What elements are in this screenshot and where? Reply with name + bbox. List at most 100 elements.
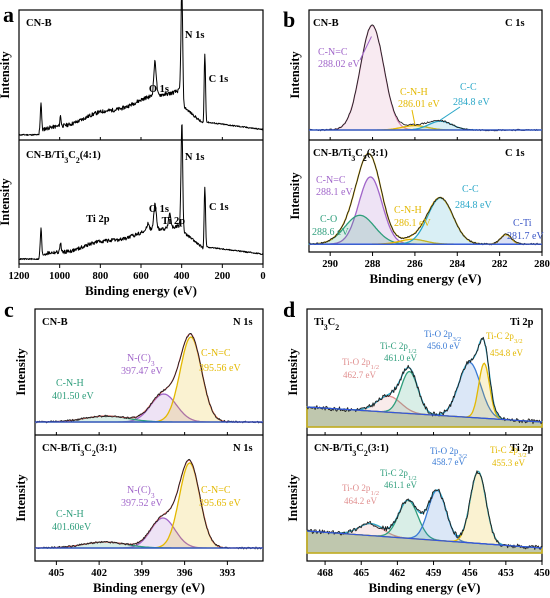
peak-value: 456.0 eV (427, 341, 460, 351)
x-tick-label: 1200 (9, 271, 30, 282)
sample-label: Ti3C2 (314, 317, 339, 332)
peak-label: O 1s (149, 84, 169, 95)
peak-label: C-N-H (394, 205, 422, 216)
x-tick-label: 456 (462, 568, 478, 579)
region-label: C 1s (505, 148, 525, 159)
peak-value: 288.02 eV (318, 59, 360, 70)
x-tick-label: 200 (214, 271, 230, 282)
x-tick-label: 282 (492, 259, 508, 270)
peak-value: 401.50 eV (52, 391, 94, 402)
peak-label: Ti-C 2p3/2 (490, 445, 527, 459)
x-tick-label: 450 (534, 568, 550, 579)
x-tick-label: 600 (133, 271, 149, 282)
peak-label: Ti 2p (86, 214, 110, 225)
x-tick-label: 402 (91, 568, 107, 579)
region-label: Ti 2p (510, 443, 534, 454)
spectra-curves (18, 0, 543, 554)
x-tick-label: 284 (449, 259, 466, 270)
background-line (306, 530, 543, 549)
axes-frame (308, 9, 543, 253)
x-axis-label: Binding energy (eV) (370, 271, 482, 286)
panel-letter: c (4, 297, 14, 322)
x-tick-label: 280 (534, 259, 550, 270)
peak-value: 288.6 eV (312, 227, 349, 238)
x-tick-label: 459 (426, 568, 442, 579)
x-tick-label: 468 (317, 568, 333, 579)
survey-spectrum (18, 0, 264, 136)
x-tick-label: 800 (92, 271, 108, 282)
peak-label: C-N=C (316, 175, 346, 186)
x-tick-label: 453 (498, 568, 514, 579)
sample-label: CN-B/Ti3C2(4:1) (26, 150, 101, 165)
peak-label: Ti-O 2p3/2 (424, 329, 461, 343)
peak-label: C 1s (209, 74, 229, 85)
raw-spectrum (34, 458, 264, 550)
raw-spectrum (308, 152, 543, 246)
raw-spectrum (308, 24, 543, 132)
peak-value: 395.65 eV (199, 498, 241, 509)
sample-label: CN-B/Ti3C2(3:1) (42, 443, 117, 458)
peak-label: Ti-O 2p3/2 (430, 446, 467, 460)
x-tick-label: 399 (134, 568, 150, 579)
peak-label: C-C (460, 82, 477, 93)
peak-value: 461.0 eV (384, 353, 417, 363)
x-tick-label: 1000 (49, 271, 70, 282)
x-tick-label: 396 (177, 568, 193, 579)
peak-value: 286.01 eV (398, 99, 440, 110)
peak-value: 397.47 eV (121, 366, 163, 377)
peak-label: C-O (320, 214, 337, 225)
peak-label: C-N=C (318, 47, 348, 58)
peak-value: 464.2 eV (344, 496, 377, 506)
sample-label: CN-B/Ti3C2(3:1) (314, 443, 389, 458)
peak-value: 286.1 eV (394, 218, 431, 229)
region-label: Ti 2p (510, 317, 534, 328)
x-tick-label: 393 (220, 568, 236, 579)
peak-label: N 1s (185, 30, 205, 41)
peak-label: Ti-C 2p1/2 (380, 468, 417, 482)
peak-label: C-N=C (201, 348, 231, 359)
peak-label: C-N-H (400, 87, 428, 98)
peak-label: Ti-C 2p1/2 (380, 341, 417, 355)
component-peak (309, 24, 542, 131)
peak-value: 462.7 eV (343, 370, 376, 380)
background-line (306, 406, 543, 423)
x-axis-label: Binding energy (eV) (369, 580, 481, 595)
leader-line (359, 36, 372, 61)
sample-label: CN-B/Ti3C2(3:1) (313, 148, 388, 163)
x-tick-label: 290 (322, 259, 338, 270)
sample-label: CN-B (313, 18, 339, 29)
survey-spectrum (18, 124, 264, 261)
region-label: N 1s (233, 443, 253, 454)
peak-label: Ti-O 2p1/2 (342, 483, 379, 497)
region-label: N 1s (233, 317, 253, 328)
peak-value: 461.1 eV (384, 480, 417, 490)
peak-label: Ti-O 2p1/2 (342, 357, 379, 371)
y-axis-label: Intensity (14, 474, 28, 522)
peak-value: 281.7 eV (507, 231, 544, 242)
x-axis-label: Binding energy (eV) (93, 580, 205, 595)
y-axis-label: Intensity (0, 51, 12, 99)
region-label: C 1s (505, 18, 525, 29)
sample-label: CN-B (42, 317, 68, 328)
peak-label: C-N=C (201, 485, 231, 496)
panel-letter: a (3, 2, 14, 27)
peak-value: 284.8 eV (455, 200, 492, 211)
peak-label: C-Ti (513, 218, 532, 229)
y-axis-label: Intensity (288, 172, 302, 220)
peak-value: 458.7 eV (432, 457, 465, 467)
x-tick-label: 0 (260, 271, 265, 282)
x-tick-label: 400 (174, 271, 190, 282)
peak-label: C-N-H (56, 509, 84, 520)
y-axis-label: Intensity (288, 51, 302, 99)
peak-value: 455.3 eV (492, 458, 525, 468)
peak-label: N-(C)3 (127, 485, 155, 500)
x-axis-label: Binding energy (eV) (85, 283, 197, 298)
peak-label: Ti 2p (162, 216, 186, 227)
x-tick-label: 462 (390, 568, 406, 579)
x-tick-label: 288 (365, 259, 381, 270)
x-tick-label: 405 (49, 568, 65, 579)
peak-value: 397.52 eV (121, 498, 163, 509)
peak-value: 454.8 eV (490, 348, 523, 358)
leader-line (411, 109, 416, 125)
